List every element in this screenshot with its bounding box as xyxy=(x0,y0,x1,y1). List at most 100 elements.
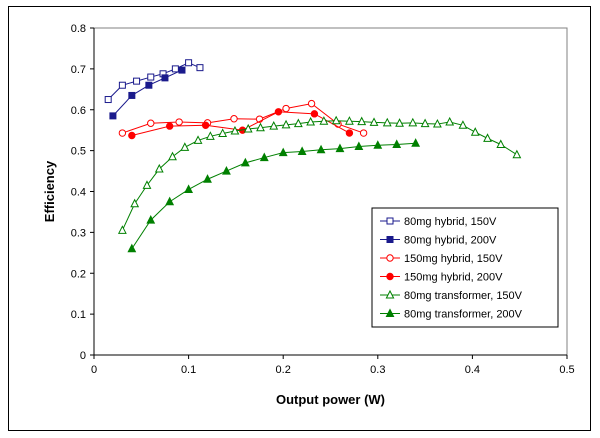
y-axis-title: Efficiency xyxy=(42,160,57,222)
data-point xyxy=(470,127,480,136)
y-tick-label: 0.8 xyxy=(71,23,86,35)
legend-entry: 150mg hybrid, 200V xyxy=(380,272,503,284)
data-point xyxy=(175,118,183,126)
data-point xyxy=(310,110,319,118)
data-point xyxy=(230,115,238,123)
series-1 xyxy=(109,66,186,120)
y-tick-label: 0 xyxy=(80,350,86,362)
legend-label: 80mg transformer, 150V xyxy=(404,290,523,302)
data-point xyxy=(240,157,250,167)
data-point xyxy=(458,120,468,129)
x-tick-label: 0.3 xyxy=(370,364,385,376)
x-tick-label: 0.5 xyxy=(559,364,574,376)
y-tick-label: 0.2 xyxy=(71,268,86,280)
data-point xyxy=(269,121,279,130)
data-point xyxy=(165,196,175,206)
x-tick-label: 0.4 xyxy=(465,364,480,376)
legend-label: 150mg hybrid, 200V xyxy=(404,272,503,284)
data-point xyxy=(168,151,177,161)
series-0 xyxy=(104,59,204,104)
data-point xyxy=(127,243,137,253)
data-point xyxy=(432,118,442,128)
legend-entry: 80mg hybrid, 150V xyxy=(380,216,497,228)
data-point xyxy=(118,129,127,137)
y-tick-label: 0.5 xyxy=(71,146,86,158)
data-point xyxy=(369,117,379,126)
legend-entry: 80mg transformer, 200V xyxy=(380,308,523,321)
y-tick-label: 0.4 xyxy=(71,187,86,199)
legend-label: 150mg hybrid, 150V xyxy=(404,253,503,265)
legend-marker xyxy=(386,272,394,281)
series-5 xyxy=(127,138,421,253)
series-layer xyxy=(104,59,522,253)
data-point xyxy=(185,59,193,67)
y-tick-label: 0.7 xyxy=(71,64,86,76)
data-point xyxy=(445,116,455,126)
data-point xyxy=(117,225,127,234)
y-tick-label: 0.3 xyxy=(71,227,86,239)
data-point xyxy=(496,139,506,148)
data-point xyxy=(243,123,253,133)
data-point xyxy=(154,163,164,173)
data-point xyxy=(411,138,421,147)
series-line xyxy=(122,103,364,134)
data-point xyxy=(483,133,492,142)
data-point xyxy=(395,118,404,127)
data-point xyxy=(178,66,186,74)
data-point xyxy=(118,81,126,89)
legend-marker xyxy=(386,236,394,243)
data-point xyxy=(205,131,215,140)
series-line xyxy=(131,142,416,250)
axes: 0 0.1 0.2 0.3 0.4 0.5 0.6 0.7 0.8 0 0.1 0.2 0.3 0.4 0.… xyxy=(71,23,575,376)
data-point xyxy=(230,125,240,135)
legend-marker xyxy=(385,308,395,317)
data-point xyxy=(392,139,402,148)
data-point xyxy=(196,64,204,72)
data-point xyxy=(109,112,117,120)
data-point xyxy=(128,131,136,140)
legend-marker xyxy=(386,217,394,225)
data-point xyxy=(373,140,383,149)
data-point xyxy=(331,115,341,125)
data-point xyxy=(171,65,179,73)
data-point xyxy=(382,117,392,127)
data-point xyxy=(145,81,153,89)
data-point xyxy=(142,180,152,189)
legend-marker xyxy=(386,254,394,262)
data-point xyxy=(203,174,212,183)
data-point xyxy=(278,147,288,157)
legend-label: 80mg transformer, 200V xyxy=(404,309,523,321)
data-point xyxy=(161,74,169,82)
legend-entry: 150mg hybrid, 150V xyxy=(380,253,503,265)
data-point xyxy=(345,129,354,137)
legend-box xyxy=(371,207,559,328)
series-line xyxy=(107,62,201,100)
legend-entry: 80mg hybrid, 200V xyxy=(380,235,497,247)
data-point xyxy=(201,121,210,129)
data-point xyxy=(128,91,136,99)
data-point xyxy=(133,77,141,85)
data-point xyxy=(259,152,269,162)
data-point xyxy=(408,117,418,127)
data-point xyxy=(147,73,155,81)
series-4 xyxy=(117,115,522,234)
x-tick-label: 0.1 xyxy=(181,364,196,376)
x-axis-title: Output power (W) xyxy=(276,392,385,407)
data-point xyxy=(282,104,290,113)
data-point xyxy=(354,141,364,151)
data-point xyxy=(319,116,329,125)
data-point xyxy=(345,116,354,125)
data-point xyxy=(316,144,326,154)
data-point xyxy=(256,122,265,132)
data-point xyxy=(222,165,231,175)
data-point xyxy=(306,116,316,126)
data-point xyxy=(293,118,303,128)
data-point xyxy=(281,119,291,129)
data-point xyxy=(274,108,283,116)
data-point xyxy=(147,119,155,127)
legend-marker xyxy=(385,289,395,299)
data-point xyxy=(184,184,194,193)
data-point xyxy=(297,146,307,155)
legend-label: 80mg hybrid, 200V xyxy=(404,235,497,247)
